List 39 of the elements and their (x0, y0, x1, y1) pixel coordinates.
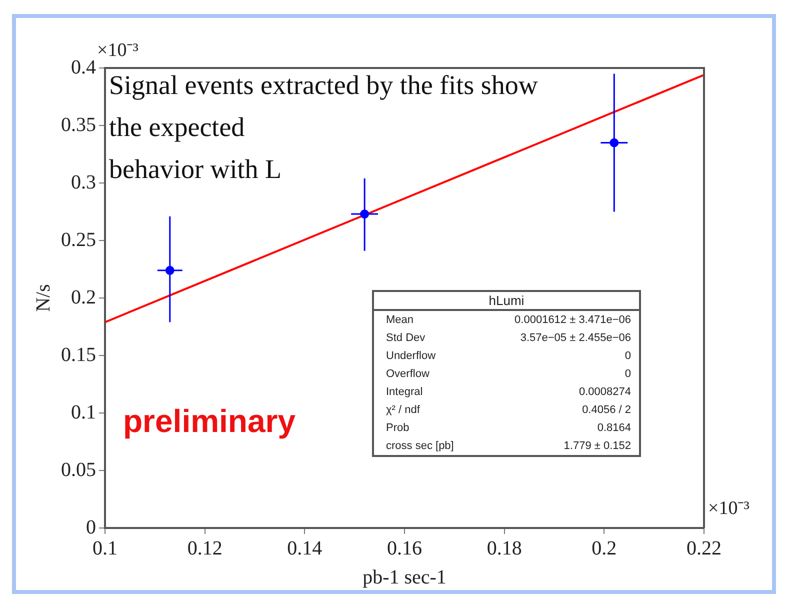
x-axis-title: pb-1 sec-1 (362, 566, 446, 588)
y-tick-label: 0 (86, 516, 96, 538)
y-tick-label: 0.3 (71, 171, 96, 194)
y-tick-label: 0.05 (61, 458, 96, 481)
y-tick-label: 0.35 (61, 114, 96, 136)
x-tick-label: 0.1 (92, 537, 118, 560)
x-tick-label: 0.12 (187, 537, 222, 560)
annotation: Underflow (386, 350, 436, 362)
annotation: 1.779 ± 0.152 (564, 440, 631, 452)
annotation: 3.57e−05 ± 2.455e−06 (520, 332, 631, 344)
annotation: hLumi (374, 292, 639, 311)
annotation: 0.8164 (597, 422, 631, 434)
y-tick-label: 0.2 (71, 286, 96, 308)
annotation: Overflow (386, 368, 430, 380)
y-axis-title: N/s (32, 284, 54, 312)
annotation: Signal events extracted by the fits show the expected behavior with L (109, 69, 538, 186)
annotation: preliminary (123, 403, 296, 440)
text: ×10⁻³ (97, 39, 138, 62)
annotation: 0 (624, 350, 631, 362)
x-tick-label: 0.18 (486, 537, 522, 560)
annotation: 0.0001612 ± 3.471e−06 (514, 314, 631, 326)
annotation: Prob (386, 422, 410, 434)
y-tick-label: 0.15 (61, 344, 96, 366)
annotation: 0 (624, 368, 631, 380)
x-tick-label: 0.22 (686, 537, 722, 560)
text: ×10⁻³ (708, 497, 750, 520)
x-tick-label: 0.14 (287, 537, 322, 560)
annotation: Mean (386, 314, 414, 326)
annotation: Integral (386, 386, 423, 398)
annotation: χ² / ndf (386, 404, 420, 416)
x-tick-label: 0.2 (592, 537, 617, 560)
x-tick-label: 0.16 (387, 537, 422, 560)
y-tick-label: 0.25 (61, 228, 96, 251)
annotation: 0.0008274 (579, 386, 631, 398)
y-tick-label: 0.1 (71, 401, 96, 424)
y-tick-label: 0.4 (71, 56, 96, 78)
annotation: 0.4056 / 2 (582, 404, 631, 416)
annotation: Std Dev (386, 332, 426, 344)
annotation: cross sec [pb] (386, 440, 454, 452)
